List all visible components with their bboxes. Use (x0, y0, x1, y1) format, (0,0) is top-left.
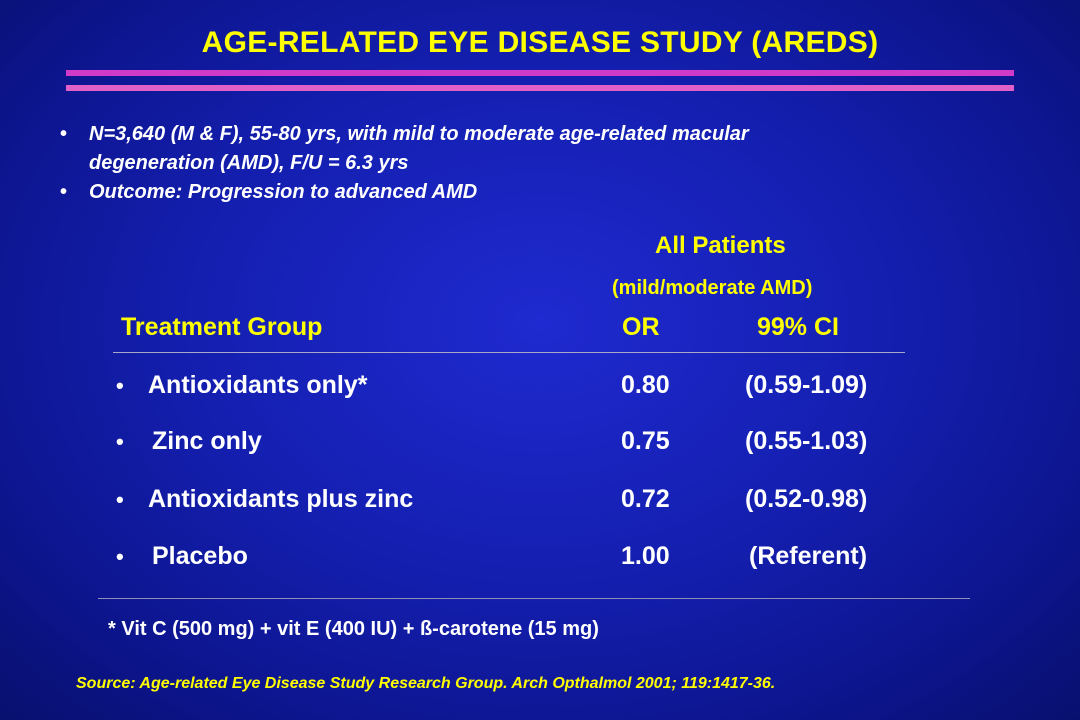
bullet-line: degeneration (AMD), F/U = 6.3 yrs (89, 152, 409, 174)
source-citation: Source: Age-related Eye Disease Study Re… (76, 675, 776, 692)
row-treatment-group: Zinc only (152, 427, 262, 455)
table-row: • Antioxidants only* 0.80 (0.59-1.09) (0, 371, 1080, 403)
table-header-divider (113, 352, 905, 353)
row-odds-ratio: 0.80 (621, 371, 670, 399)
row-bullet: • (116, 487, 124, 512)
title-rule-lower (66, 85, 1014, 91)
row-confidence-interval: (Referent) (749, 542, 868, 570)
row-odds-ratio: 0.75 (621, 427, 670, 455)
row-bullet: • (116, 373, 124, 398)
column-header-treatment-group: Treatment Group (121, 313, 323, 341)
column-header-or: OR (622, 313, 660, 341)
group-header: All Patients (655, 232, 786, 259)
table-row: • Placebo 1.00 (Referent) (0, 542, 1080, 574)
table-row: • Antioxidants plus zinc 0.72 (0.52-0.98… (0, 485, 1080, 517)
bullet-marker: • (60, 181, 68, 203)
row-confidence-interval: (0.59-1.09) (745, 371, 868, 399)
row-treatment-group: Antioxidants plus zinc (148, 485, 414, 513)
slide-title: AGE-RELATED EYE DISEASE STUDY (AREDS) (201, 26, 879, 59)
title-rule-upper (66, 70, 1014, 76)
bullet-item-outcome: • Outcome: Progression to advanced AMD (60, 178, 1020, 207)
column-header-ci: 99% CI (757, 313, 839, 341)
row-confidence-interval: (0.55-1.03) (745, 427, 868, 455)
row-bullet: • (116, 544, 124, 569)
table-footnote: * Vit C (500 mg) + vit E (400 IU) + ß-ca… (108, 618, 599, 640)
table-row: • Zinc only 0.75 (0.55-1.03) (0, 427, 1080, 459)
table-footer-divider (98, 598, 970, 599)
study-summary-list: • N=3,640 (M & F), 55-80 yrs, with mild … (60, 120, 1020, 207)
row-odds-ratio: 1.00 (621, 542, 670, 570)
bullet-line: N=3,640 (M & F), 55-80 yrs, with mild to… (89, 123, 749, 145)
group-subheader: (mild/moderate AMD) (612, 277, 813, 299)
row-treatment-group: Placebo (152, 542, 248, 570)
bullet-line: Outcome: Progression to advanced AMD (89, 181, 478, 203)
row-confidence-interval: (0.52-0.98) (745, 485, 868, 513)
bullet-marker: • (60, 123, 68, 145)
row-treatment-group: Antioxidants only* (148, 371, 368, 399)
row-bullet: • (116, 429, 124, 454)
row-odds-ratio: 0.72 (621, 485, 670, 513)
bullet-item-population: • N=3,640 (M & F), 55-80 yrs, with mild … (60, 120, 1020, 178)
